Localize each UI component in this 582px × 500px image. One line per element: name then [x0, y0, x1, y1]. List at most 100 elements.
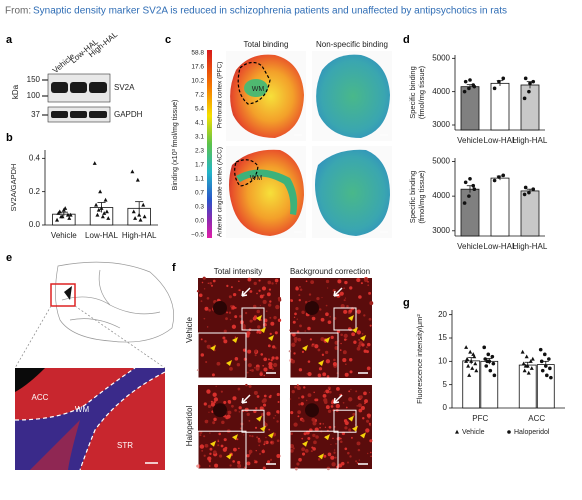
header-prefix: From:: [5, 6, 31, 17]
y-axis-label: SV2A/GAPDH: [9, 164, 18, 212]
speckle: [259, 304, 262, 307]
speckle: [308, 293, 312, 296]
speckle: [263, 394, 267, 398]
speckle: [208, 411, 210, 413]
micrograph-image: [198, 278, 280, 378]
speckle: [201, 449, 204, 452]
speckle: [329, 315, 332, 318]
bar: [490, 82, 510, 131]
row-label: Vehicle: [185, 317, 194, 343]
speckle: [325, 279, 330, 284]
speckle: [273, 362, 278, 368]
data-point: [141, 202, 146, 207]
speckle: [369, 301, 374, 306]
region-label: WM: [75, 405, 90, 414]
speckle: [269, 458, 273, 461]
speckle: [309, 338, 313, 341]
y-axis-label: Specific binding: [408, 171, 417, 224]
data-point: [462, 89, 467, 94]
speckle: [200, 353, 205, 357]
speckle: [247, 277, 252, 282]
speckle: [316, 297, 320, 301]
arrowhead: [226, 360, 232, 366]
speckle: [246, 412, 250, 416]
speckle: [258, 330, 262, 334]
speckle: [338, 340, 340, 342]
speckle: [254, 354, 257, 357]
arrowhead: [302, 345, 308, 351]
speckle: [260, 353, 264, 356]
marker-label: 100: [27, 91, 41, 100]
speckle: [262, 448, 265, 451]
legend-marker: [507, 430, 511, 434]
speckle: [234, 306, 237, 309]
speckle: [332, 362, 337, 367]
data-point: [133, 216, 138, 220]
speckle: [223, 329, 227, 333]
speckle: [322, 423, 324, 425]
speckle: [366, 413, 371, 418]
soma: [213, 301, 227, 315]
speckle: [314, 344, 319, 349]
arrowhead: [210, 440, 216, 447]
speckle: [203, 402, 207, 406]
arrowhead: [302, 440, 308, 447]
data-point: [94, 202, 99, 207]
atlas-schematic: [14, 261, 175, 369]
speckle: [324, 350, 329, 355]
data-point: [522, 96, 527, 101]
speckle: [238, 280, 240, 283]
speckle: [298, 368, 303, 372]
y-tick-label: 0: [443, 403, 448, 412]
speckle: [276, 392, 280, 397]
arrowhead: [268, 432, 274, 439]
speckle: [256, 309, 261, 314]
speckle: [333, 358, 336, 362]
data-point: [470, 366, 475, 370]
data-point: [492, 86, 497, 91]
data-point: [486, 352, 491, 357]
speckle: [317, 373, 322, 378]
data-point: [492, 373, 497, 378]
speckle: [343, 338, 347, 341]
speckle: [344, 372, 349, 377]
speckle: [261, 449, 265, 454]
speckle: [290, 299, 294, 302]
speckle: [249, 453, 251, 455]
soma: [305, 301, 319, 315]
y-tick-label: 5000: [432, 53, 450, 62]
speckle: [358, 295, 362, 299]
data-point: [55, 217, 60, 222]
y-tick-label: 20: [438, 310, 447, 319]
soma: [213, 403, 227, 418]
colorbar-tick-label: 4.1: [195, 120, 204, 127]
speckle: [228, 295, 232, 299]
speckle: [364, 399, 368, 404]
row-label: Prefrontal cortex (PFC): [217, 62, 224, 129]
speckle: [313, 440, 317, 445]
speckle: [267, 303, 272, 307]
speckle: [248, 384, 252, 388]
row-label: Haloperidol: [185, 406, 194, 447]
speckle: [232, 460, 235, 463]
speckle: [272, 417, 275, 419]
speckle: [336, 329, 341, 334]
speckle: [358, 459, 361, 461]
speckle: [344, 363, 347, 366]
speckle: [201, 281, 204, 284]
panel-label: e: [6, 252, 12, 264]
arrowhead: [318, 453, 324, 460]
speckle: [210, 284, 214, 287]
speckle: [363, 314, 366, 317]
speckle: [253, 390, 258, 395]
speckle: [362, 417, 365, 420]
speckle: [262, 398, 267, 403]
speckle: [267, 344, 271, 348]
speckle: [343, 309, 348, 314]
speckle: [342, 401, 345, 404]
bar: [518, 364, 537, 409]
speckle: [294, 385, 297, 389]
speckle: [271, 282, 274, 285]
speckle: [266, 292, 271, 297]
speckle: [361, 333, 364, 335]
